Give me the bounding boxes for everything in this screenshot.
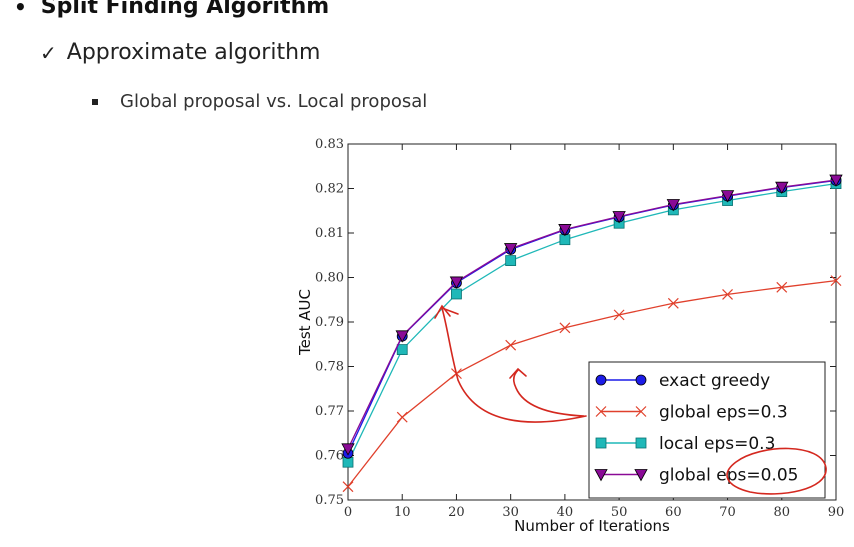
x-tick-label: 70: [719, 505, 736, 520]
slide-heading-row: • Split Finding Algorithm: [14, 0, 329, 19]
auc-line-chart: 0.75 0.76 0.77 0.78 0.79 0.80 0.81 0.82 0.83 0 10 2…: [296, 137, 844, 535]
data-point: [451, 288, 462, 300]
data-point: [666, 199, 681, 212]
legend-marker: [595, 374, 607, 386]
legend-label: global eps=0.3: [659, 403, 788, 423]
legend-label: exact greedy: [659, 371, 770, 391]
legend-marker: [635, 406, 647, 417]
annotation-arrow-curve: [441, 307, 587, 423]
x-tick-label: 90: [828, 505, 845, 520]
y-tick-label: 0.83: [315, 137, 344, 152]
data-point: [505, 339, 517, 351]
data-point: [341, 443, 355, 456]
data-point: [830, 275, 842, 287]
x-tick-label: 30: [502, 505, 519, 520]
data-point: [776, 281, 788, 293]
plot-layer: 0.75 0.76 0.77 0.78 0.79 0.80 0.81 0.82 0.83 0 10 2…: [315, 137, 844, 520]
x-tick-label: 80: [774, 505, 791, 520]
data-point: [775, 181, 789, 195]
x-tick-label: 20: [448, 505, 465, 520]
data-point: [449, 276, 464, 289]
y-tick-label: 0.76: [315, 449, 344, 464]
data-point: [396, 344, 408, 355]
data-point: [505, 255, 517, 266]
x-tick-label: 10: [394, 505, 411, 520]
annotation-arrow-curve-2: [513, 369, 585, 417]
legend-marker: [594, 469, 608, 482]
checkmark-icon: ✓: [40, 40, 57, 65]
annotation-arrow-tick: [441, 307, 459, 315]
x-axis-label: Number of Iterations: [514, 517, 670, 535]
legend-label: local eps=0.3: [659, 434, 775, 454]
handwritten-annotation: [434, 304, 827, 495]
data-point: [612, 211, 626, 224]
legend-marker: [634, 469, 648, 482]
legend-marker: [635, 374, 647, 386]
series-line-1: [347, 279, 837, 488]
x-tick-label: 0: [344, 505, 352, 520]
slide-bullet-row: Global proposal vs. Local proposal: [92, 91, 427, 112]
legend-box: [588, 361, 826, 499]
data-point: [722, 288, 733, 300]
y-tick-label: 0.78: [315, 360, 344, 375]
series-line-3: [347, 179, 837, 450]
legend-marker: [595, 406, 607, 417]
x-tick-label: 40: [557, 505, 574, 520]
y-tick-label: 0.82: [315, 182, 344, 197]
y-tick-label: 0.80: [315, 271, 344, 286]
data-point: [558, 224, 572, 237]
y-tick-label: 0.81: [315, 226, 344, 241]
data-point: [559, 322, 571, 334]
chart-legend: exact greedy global eps=0.3 local eps=0.3 g…: [588, 361, 826, 499]
data-point: [829, 174, 843, 187]
y-tick-label: 0.77: [315, 404, 344, 419]
y-tick-label: 0.75: [315, 493, 344, 508]
slide-subheading-row: ✓ Approximate algorithm: [40, 40, 320, 65]
slide-heading: Split Finding Algorithm: [40, 0, 330, 19]
legend-marker: [595, 437, 607, 449]
bullet-dot-icon: •: [14, 0, 27, 19]
data-point: [342, 481, 354, 493]
x-tick-label: 50: [611, 505, 628, 520]
annotation-arrow-head-2: [509, 367, 527, 379]
x-tick-label: 60: [665, 505, 682, 520]
legend-label: global eps=0.05: [659, 466, 798, 486]
data-point: [395, 330, 409, 343]
square-bullet-icon: [92, 98, 98, 105]
y-tick-label: 0.79: [315, 315, 344, 330]
slide-bullet: Global proposal vs. Local proposal: [120, 91, 428, 112]
slide-subheading: Approximate algorithm: [66, 40, 321, 65]
annotation-circle: [726, 447, 827, 495]
data-point: [613, 309, 625, 321]
data-point: [720, 190, 735, 203]
annotation-arrow-head: [434, 304, 451, 319]
series-line-2: [347, 182, 837, 463]
data-point: [667, 297, 679, 309]
legend-marker: [635, 437, 647, 449]
data-point: [396, 411, 408, 423]
y-axis-label: Test AUC: [296, 289, 314, 356]
data-point: [503, 243, 518, 256]
